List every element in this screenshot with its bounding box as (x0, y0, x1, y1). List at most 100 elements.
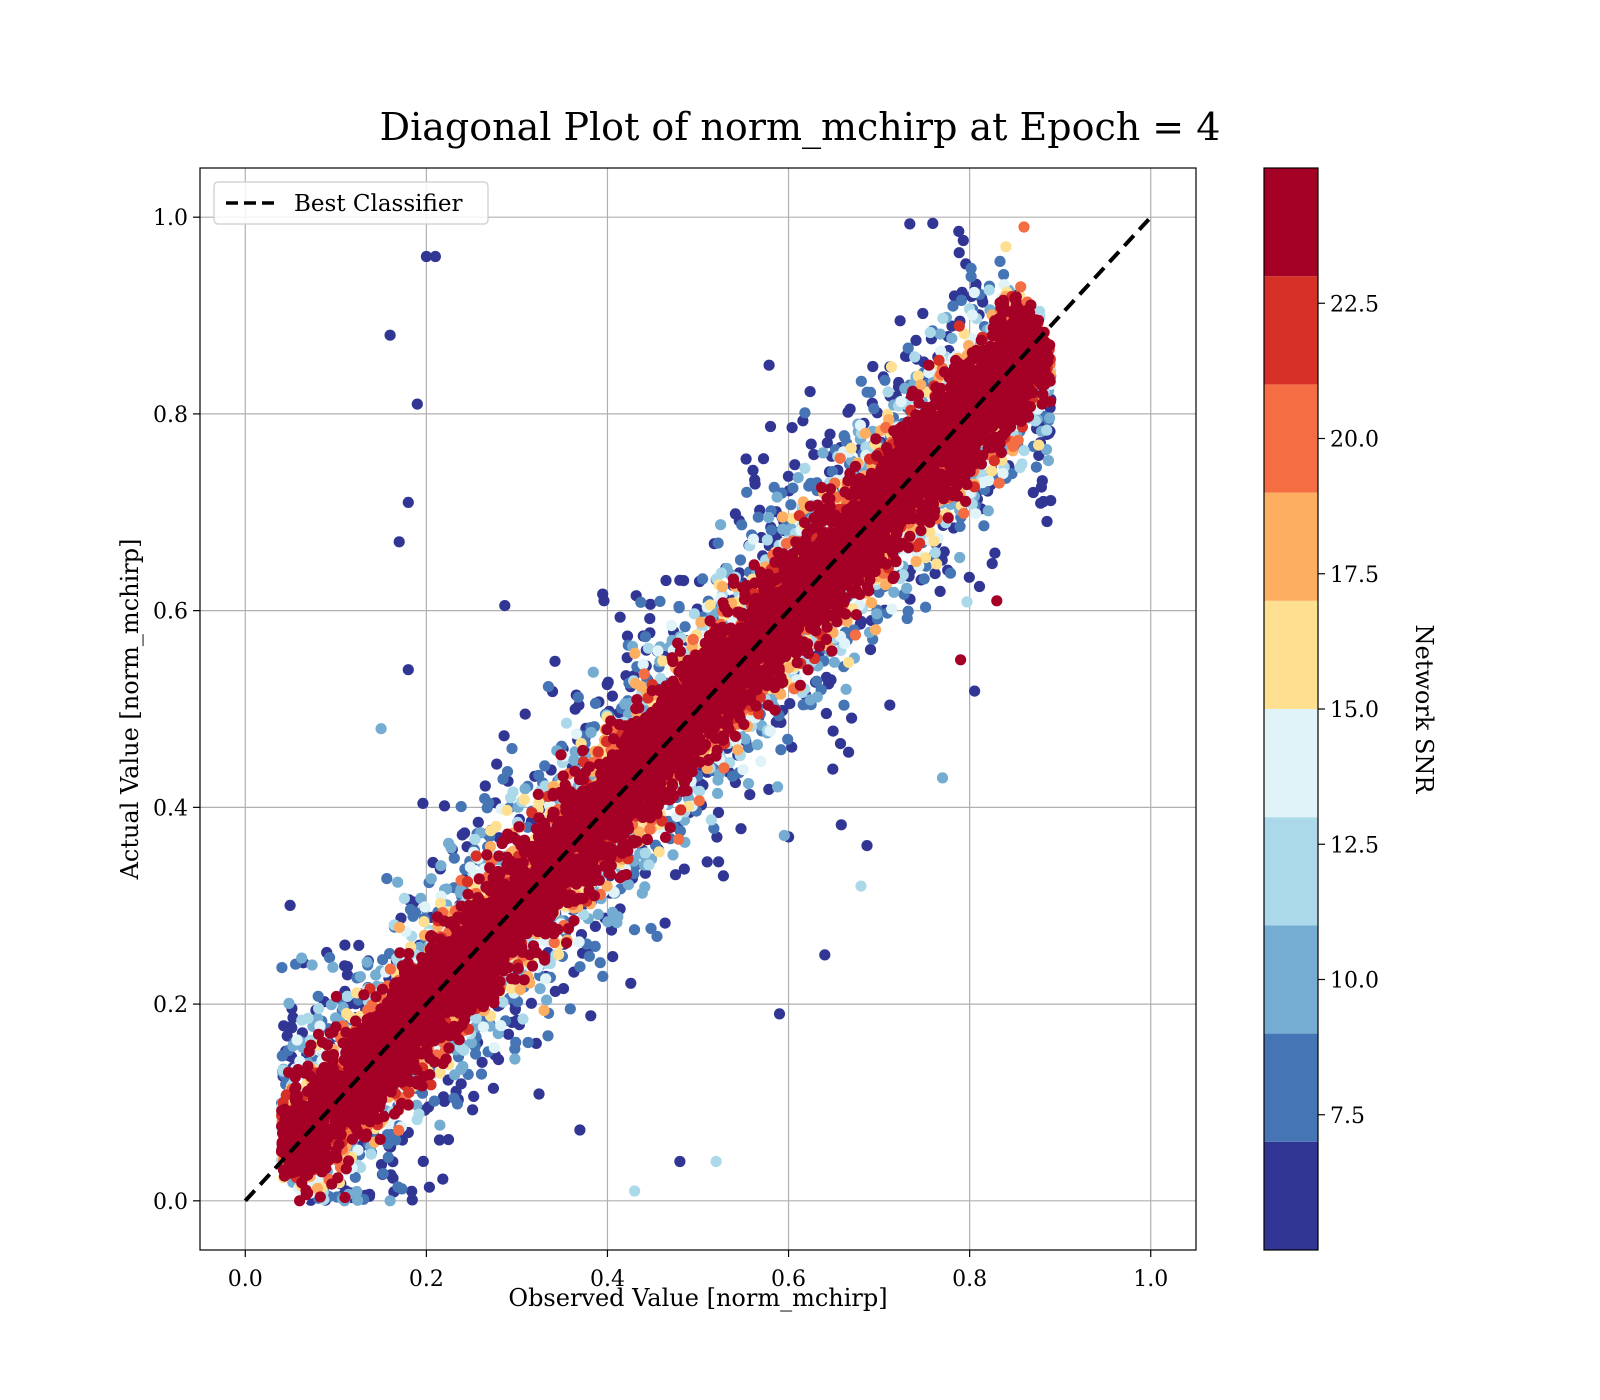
scatter-point (901, 582, 913, 594)
scatter-point (510, 1036, 522, 1048)
scatter-point (492, 1054, 505, 1066)
scatter-point (835, 819, 847, 831)
scatter-point (291, 1034, 303, 1046)
scatter-point (443, 837, 455, 849)
scatter-point (824, 428, 836, 440)
scatter-point (679, 621, 691, 633)
scatter-point (989, 547, 1001, 559)
scatter-point (423, 1181, 435, 1193)
scatter-point (1042, 455, 1054, 467)
scatter-point (419, 901, 431, 913)
scatter-point (983, 474, 995, 487)
scatter-point (429, 250, 441, 263)
scatter-point (968, 286, 980, 299)
scatter-point (827, 763, 839, 775)
scatter-point (1014, 461, 1026, 474)
scatter-point (276, 962, 288, 974)
scatter-point (501, 804, 513, 817)
points-layer (275, 217, 1057, 1207)
scatter-point (855, 880, 867, 892)
scatter-point (284, 899, 296, 912)
scatter-point (361, 956, 373, 968)
scatter-point (771, 491, 783, 503)
scatter-point (789, 459, 801, 471)
scatter-point (752, 511, 764, 523)
scatter-point (652, 645, 664, 657)
scatter-point (757, 453, 770, 465)
scatter-point (442, 1134, 455, 1146)
scatter-point (777, 523, 789, 535)
scatter-point (838, 699, 850, 711)
scatter-point (917, 307, 929, 320)
scatter-point (934, 585, 946, 598)
scatter-point (468, 1090, 480, 1102)
scatter-point (381, 873, 393, 885)
scatter-point (711, 831, 723, 843)
scatter-point (475, 1068, 488, 1080)
scatter-point (635, 596, 647, 608)
scatter-point (936, 772, 949, 784)
scatter-point (954, 551, 966, 564)
scatter-point (653, 846, 665, 858)
scatter-point (817, 447, 829, 459)
scatter-point (763, 359, 775, 371)
scatter-point (438, 800, 451, 812)
scatter-point (365, 1148, 377, 1160)
scatter-point (882, 386, 894, 398)
scatter-point (639, 631, 652, 643)
scatter-point (839, 431, 851, 443)
scatter-point (953, 225, 965, 237)
scatter-point (434, 1119, 446, 1131)
scatter-point (804, 386, 816, 398)
scatter-point (904, 218, 916, 230)
scatter-point (808, 449, 820, 461)
scatter-point (625, 977, 637, 989)
scatter-point (1037, 495, 1050, 508)
scatter-point (437, 1173, 449, 1185)
scatter-point (946, 332, 958, 344)
scatter-point (643, 859, 655, 871)
scatter-point (799, 407, 811, 419)
scatter-point (541, 994, 553, 1006)
scatter-point (435, 860, 447, 872)
scatter-point (384, 1195, 396, 1207)
scatter-point (614, 611, 626, 623)
scatter-point (621, 630, 634, 642)
scatter-point (402, 664, 414, 676)
scatter-point (487, 1082, 499, 1094)
scatter-point (740, 453, 752, 465)
scatter-point (611, 917, 623, 929)
scatter-point (339, 939, 351, 951)
scatter-point (735, 823, 747, 835)
scatter-point (961, 596, 973, 608)
scatter-point (861, 840, 873, 852)
scatter-point (734, 554, 747, 566)
scatter-point (1018, 445, 1030, 457)
scatter-point (306, 959, 318, 971)
scatter-point (712, 787, 724, 800)
scatter-point (519, 708, 531, 720)
scatter-point (1041, 515, 1053, 528)
scatter-point (601, 678, 613, 691)
scatter-point (406, 1194, 418, 1206)
scatter-point (712, 537, 724, 549)
scatter-point (637, 658, 649, 671)
scatter-point (792, 472, 804, 484)
scatter-point (884, 699, 896, 711)
scatter-point (425, 873, 437, 885)
scatter-point (1036, 475, 1048, 487)
scatter-point (805, 438, 817, 450)
scatter-point (455, 801, 467, 813)
scatter-point (834, 738, 847, 750)
scatter-point (1033, 449, 1045, 461)
scatter-point (773, 1008, 786, 1020)
scatter-point (598, 595, 610, 607)
scatter-point (525, 997, 538, 1009)
scatter-point (828, 656, 841, 668)
scatter-point (396, 1183, 408, 1195)
scatter-point (934, 328, 946, 340)
scatter-point (744, 789, 756, 801)
scatter-point (667, 849, 679, 861)
scatter-point (944, 567, 957, 579)
